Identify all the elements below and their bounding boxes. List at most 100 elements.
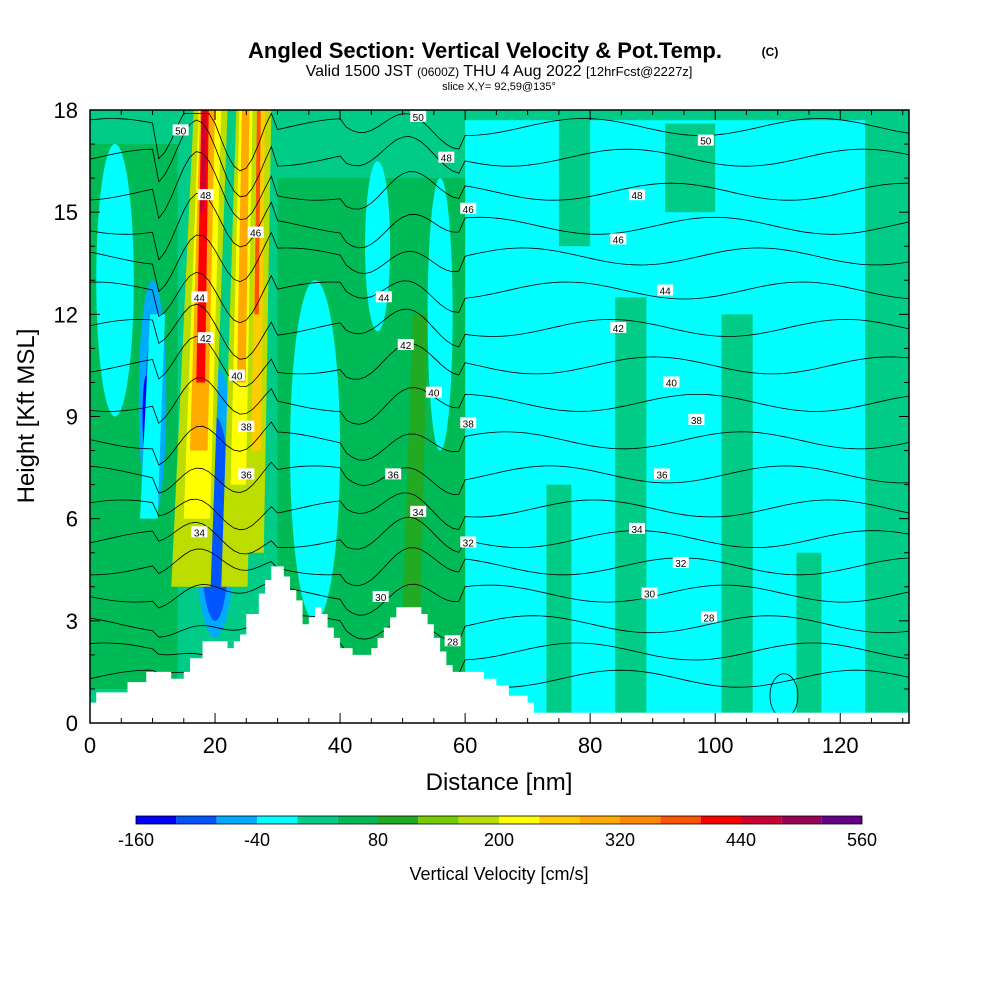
contour-label-bg — [238, 468, 255, 480]
contour-label-bg — [629, 189, 646, 201]
field-top — [90, 110, 909, 121]
contour-label: 48 — [438, 151, 455, 165]
contour-label-text: 30 — [644, 590, 656, 601]
chart-title: Angled Section: Vertical Velocity & Pot.… — [248, 38, 722, 63]
contour-label-text: 44 — [378, 293, 390, 304]
contour-label-bg — [460, 417, 477, 429]
colorbar-tick-label: 560 — [847, 830, 877, 850]
x-tick-label: 80 — [578, 733, 602, 758]
contour-label-bg — [372, 590, 389, 602]
contour-label: 48 — [629, 189, 646, 202]
colorbar-swatch — [257, 816, 298, 824]
colorbar-swatch — [660, 816, 701, 824]
colorbar-swatch — [378, 816, 419, 824]
contour-label-bg — [641, 587, 658, 599]
contour-label-bg — [238, 420, 255, 432]
contour-label-text: 50 — [700, 137, 712, 148]
contour-label-bg — [657, 284, 674, 296]
x-tick-label: 120 — [822, 733, 859, 758]
contour-label-bg — [228, 369, 245, 381]
colorbar-tick-label: 440 — [726, 830, 756, 850]
contour-label-text: 30 — [375, 593, 387, 604]
contour-label: 44 — [657, 284, 674, 297]
contour-label-text: 46 — [463, 205, 475, 216]
contour-label: 34 — [191, 526, 208, 539]
contour-label-text: 42 — [200, 334, 212, 345]
theta-contour — [90, 461, 909, 495]
x-tick-label: 40 — [328, 733, 352, 758]
colorbar-swatch — [176, 816, 217, 824]
contour-label: 50 — [172, 124, 189, 137]
slice-label: slice X,Y= 92,59@135° — [442, 81, 556, 93]
contour-label: 42 — [197, 332, 214, 345]
field-blob — [290, 280, 341, 621]
plot-area: 50 50 50 48 48 48 46 46 46 44 44 44 42 42 42 40 40 40 38 38… — [90, 110, 909, 723]
colorbar-swatch — [297, 816, 338, 824]
contour-label-bg — [672, 556, 689, 568]
contour-label: 38 — [460, 417, 477, 430]
contour-label-text: 44 — [194, 293, 206, 304]
theta-contour — [90, 547, 909, 587]
field-blob — [427, 178, 453, 451]
contour-label-text: 46 — [613, 235, 625, 246]
contour-label-bg — [688, 413, 705, 425]
contour-label: 36 — [385, 468, 402, 481]
chart-subtitle: Valid 1500 JST (0600Z) THU 4 Aug 2022 [1… — [306, 63, 693, 80]
x-tick-label: 20 — [203, 733, 227, 758]
contour-label-bg — [700, 611, 717, 623]
x-tick-label: 0 — [84, 733, 96, 758]
contour-label: 36 — [238, 468, 255, 481]
contour-label-text: 28 — [447, 637, 459, 648]
contour-label: 46 — [247, 226, 264, 240]
subtitle-date: THU 4 Aug 2022 — [463, 63, 581, 80]
contour-label-bg — [410, 110, 427, 122]
contour-label-text: 34 — [631, 525, 643, 536]
contour-label-bg — [410, 505, 427, 517]
contour-label-bg — [444, 635, 461, 647]
theta-contour — [90, 377, 909, 425]
contour-label-text: 38 — [241, 423, 253, 434]
x-tick-label: 60 — [453, 733, 477, 758]
contour-label-bg — [197, 189, 214, 201]
contour-label-bg — [438, 151, 455, 163]
updraft — [140, 314, 166, 519]
y-tick-label: 9 — [66, 405, 78, 430]
colorbar-tick-label: -40 — [244, 830, 270, 850]
updraft — [200, 110, 207, 213]
colorbar-swatch — [579, 816, 620, 824]
subtitle-fcst: [12hrFcst@2227z] — [586, 64, 692, 79]
colorbar-swatch — [136, 816, 177, 824]
y-tick-label: 15 — [54, 200, 78, 225]
theta-contour — [90, 231, 909, 293]
contour-label: 34 — [629, 522, 646, 536]
chart-title-unit: (C) — [762, 45, 779, 59]
subtitle-z: (0600Z) — [417, 65, 459, 79]
y-tick-label: 18 — [54, 98, 78, 123]
colorbar-frame — [135, 815, 863, 825]
contour-label: 44 — [375, 291, 392, 304]
contour-label-text: 42 — [400, 341, 412, 352]
terrain — [90, 566, 909, 723]
colorbar-swatch — [458, 816, 499, 824]
colorbar-swatch — [337, 816, 378, 824]
contour-label-bg — [191, 526, 208, 538]
contour-label-text: 32 — [463, 539, 475, 550]
theta-contours — [90, 112, 909, 719]
contour-label: 48 — [197, 189, 214, 202]
theta-contour — [90, 119, 909, 198]
contour-label-bg — [629, 522, 646, 534]
contour-label-text: 40 — [231, 372, 243, 383]
field-blob — [96, 144, 134, 417]
y-tick-label: 3 — [66, 609, 78, 634]
contour-label-text: 36 — [388, 470, 400, 481]
contour-label: 42 — [610, 321, 627, 335]
contour-label: 34 — [410, 505, 427, 519]
updraft — [196, 110, 209, 383]
theta-contour — [90, 492, 909, 531]
y-tick-label: 0 — [66, 711, 78, 736]
contour-label: 50 — [697, 134, 714, 148]
field-blob — [365, 161, 391, 332]
contour-label-bg — [697, 134, 714, 146]
contour-label: 46 — [460, 202, 477, 216]
colorbar-swatch — [821, 816, 862, 824]
